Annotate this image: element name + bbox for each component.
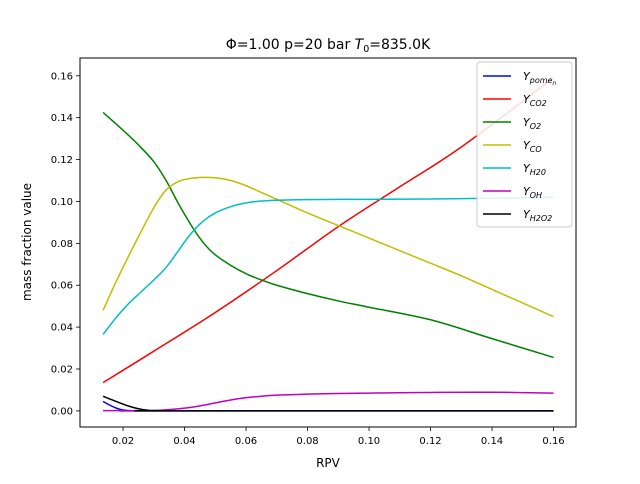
- x-axis-label: RPV: [316, 456, 341, 470]
- y-tick-label: 0.02: [51, 364, 73, 375]
- x-tick-label: 0.02: [112, 436, 134, 447]
- x-tick-label: 0.04: [173, 436, 195, 447]
- y-axis-label: mass fraction value: [20, 183, 34, 301]
- legend-label-y-pome-n: Ypomen: [523, 70, 556, 87]
- series-line-y-co2: [102, 77, 554, 384]
- legend-label-y-co2: YCO2: [523, 93, 547, 108]
- y-tick-label: 0.04: [51, 323, 73, 334]
- plot-lines: [102, 77, 554, 412]
- legend-label-y-h20: YH20: [523, 162, 546, 177]
- series-line-y-h2o2: [102, 395, 554, 412]
- x-tick-label: 0.08: [296, 436, 318, 447]
- y-tick-label: 0.00: [51, 406, 73, 417]
- legend: Ypomen YCO2 YO2 YCO YH20 YOH YH2O2: [476, 61, 573, 228]
- x-tick-label: 0.12: [419, 436, 441, 447]
- series-line-y-co: [102, 176, 554, 318]
- y-tick-label: 0.16: [51, 71, 73, 82]
- legend-label-y-co: YCO: [523, 139, 542, 154]
- y-tick-label: 0.08: [51, 239, 73, 250]
- y-tick-label: 0.06: [51, 281, 73, 292]
- legend-label-y-oh: YOH: [523, 185, 542, 200]
- x-tick-label: 0.10: [358, 436, 380, 447]
- series-line-y-h20: [102, 196, 554, 335]
- legend-label-y-o2: YO2: [523, 116, 541, 131]
- x-tick-label: 0.16: [542, 436, 564, 447]
- y-tick-label: 0.14: [51, 113, 73, 124]
- series-line-y-o2: [102, 111, 554, 359]
- legend-box: [476, 61, 573, 228]
- y-axis: 0.00 0.02 0.04 0.06 0.08 0.10 0.12 0.14 0.16: [51, 71, 80, 417]
- chart-title: Φ=1.00 p=20 bar T0=835.0K: [226, 37, 431, 55]
- x-tick-label: 0.06: [235, 436, 257, 447]
- x-axis: 0.02 0.04 0.06 0.08 0.10 0.12 0.14 0.16: [112, 427, 565, 447]
- x-tick-label: 0.14: [481, 436, 503, 447]
- legend-label-y-h2o2: YH2O2: [523, 208, 552, 223]
- y-tick-label: 0.10: [51, 197, 73, 208]
- plot-frame: [79, 57, 577, 428]
- y-tick-label: 0.12: [51, 155, 73, 166]
